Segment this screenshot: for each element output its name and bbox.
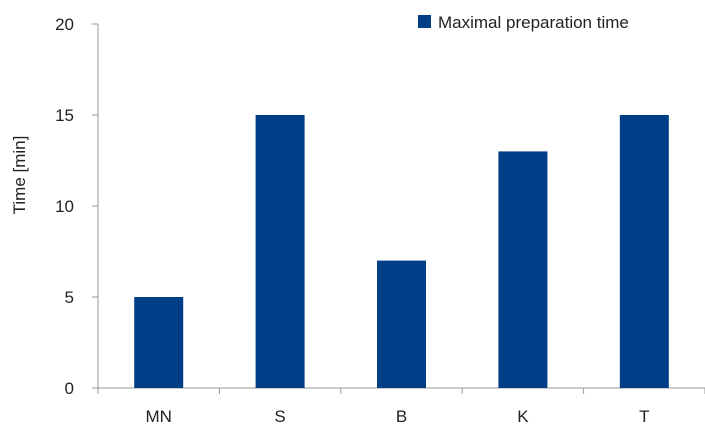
bar-t [619, 115, 669, 388]
bars-group [134, 115, 669, 388]
legend: Maximal preparation time [418, 13, 629, 32]
y-axis-title: Time [min] [10, 136, 29, 215]
y-tick-label: 20 [55, 15, 74, 34]
y-tick-label: 0 [65, 379, 74, 398]
y-tick-label: 10 [55, 197, 74, 216]
y-tick-label: 15 [55, 106, 74, 125]
bar-mn [134, 297, 184, 388]
legend-label: Maximal preparation time [438, 13, 629, 32]
x-tick-label: T [639, 407, 649, 426]
labels-group: 0 5 10 15 20 MN S B K T [55, 15, 649, 426]
bar-s [255, 115, 305, 388]
bar-b [377, 260, 426, 388]
bar-k [498, 151, 548, 388]
x-tick-label: S [274, 407, 285, 426]
x-tick-label: K [517, 407, 529, 426]
x-tick-label: B [396, 407, 407, 426]
x-tick-label: MN [145, 407, 171, 426]
y-tick-label: 5 [65, 288, 74, 307]
legend-swatch [418, 15, 431, 28]
